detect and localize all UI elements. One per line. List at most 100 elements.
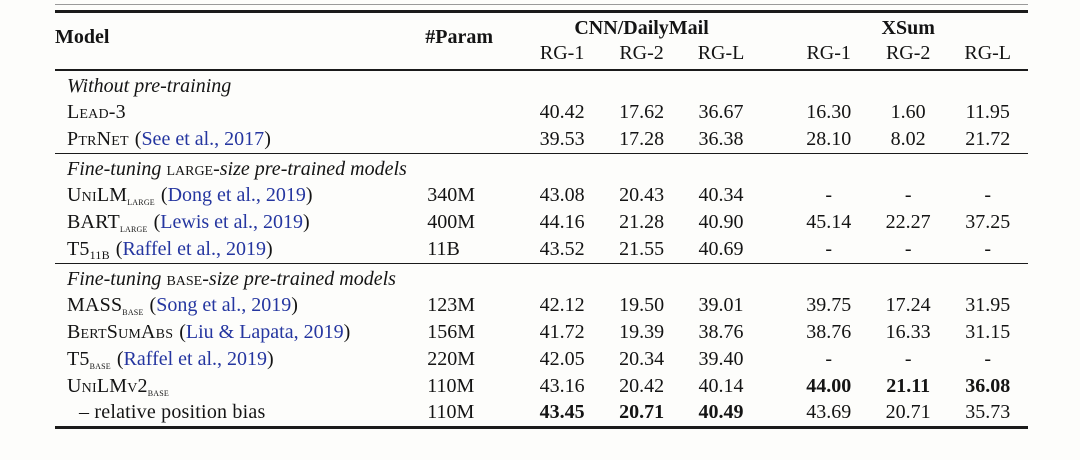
score-cell-best: 20.71 — [619, 401, 665, 424]
section-label: Fine-tuning large-size pre-trained model… — [67, 157, 407, 180]
section-label: Fine-tuning base-size pre-trained models — [67, 267, 396, 290]
score-cell: 43.08 — [539, 184, 585, 206]
score-cell: 40.34 — [698, 184, 744, 206]
model-name: BART — [67, 211, 120, 233]
score-cell: 19.39 — [619, 321, 665, 343]
model-size-subscript: large — [127, 194, 155, 208]
score-cell: 19.50 — [619, 294, 665, 316]
score-cell: 39.53 — [539, 127, 585, 150]
table-row-unilm-large: UniLMlarge (Dong et al., 2019) 340M 43.08… — [55, 182, 1028, 209]
param-cell: 400M — [427, 211, 476, 233]
score-cell: 42.05 — [539, 348, 585, 370]
score-cell: 22.27 — [885, 211, 931, 233]
score-cell: - — [825, 184, 833, 206]
model-name: UniLM — [67, 184, 128, 206]
score-cell: - — [984, 348, 992, 370]
param-cell: 110M — [427, 401, 475, 424]
group-header-xsum: XSum — [881, 17, 935, 39]
metric-header-cnn-rg2: RG-2 — [602, 40, 681, 71]
score-cell: 20.43 — [619, 184, 665, 206]
score-cell: 43.16 — [539, 375, 585, 397]
table-row-lead3: Lead-3 40.42 17.62 36.67 16.30 1.60 11.9… — [55, 99, 1028, 126]
param-cell: 220M — [427, 348, 476, 370]
model-name: MASS — [67, 294, 123, 316]
metric-header-xsum-rg1: RG-1 — [788, 40, 869, 71]
score-cell: 21.28 — [619, 211, 665, 233]
score-cell: 40.42 — [539, 101, 585, 123]
citation-link[interactable]: Dong et al., 2019 — [167, 184, 306, 206]
score-cell: 35.73 — [965, 401, 1011, 424]
param-cell: 110M — [427, 375, 475, 397]
score-cell: 20.34 — [619, 348, 665, 370]
score-cell: 44.16 — [539, 211, 585, 233]
score-cell: 39.75 — [806, 294, 852, 316]
score-cell: 41.72 — [539, 321, 585, 343]
column-header-param: #Param — [425, 13, 522, 71]
section-header-base-models: Fine-tuning base-size pre-trained models — [55, 262, 1028, 292]
score-cell: 36.67 — [698, 101, 744, 123]
score-cell: - — [984, 184, 992, 206]
citation-link[interactable]: Song et al., 2019 — [156, 294, 292, 316]
score-cell-best: 43.45 — [539, 401, 585, 424]
table-row-t5-base: T5base (Raffel et al., 2019) 220M 42.05 2… — [55, 346, 1028, 373]
score-cell: 37.25 — [965, 211, 1011, 233]
param-cell: 11B — [427, 237, 460, 260]
score-cell: - — [904, 237, 912, 260]
model-name: UniLMv2 — [67, 375, 148, 397]
model-name: T5 — [67, 237, 90, 260]
score-cell: 38.76 — [806, 321, 852, 343]
score-cell: 16.33 — [885, 321, 931, 343]
table-header: Model #Param CNN/DailyMail XSum RG-1 RG-… — [55, 13, 1028, 71]
table-row-mass-base: MASSbase (Song et al., 2019) 123M 42.12 1… — [55, 292, 1028, 319]
score-cell-best: 36.08 — [965, 375, 1011, 397]
metric-header-xsum-rgl: RG-L — [947, 40, 1028, 71]
metric-header-cnn-rgl: RG-L — [680, 40, 762, 71]
score-cell: 16.30 — [806, 101, 852, 123]
metric-header-row: RG-1 RG-2 RG-L RG-1 RG-2 RG-L — [55, 40, 1028, 71]
param-cell: 340M — [427, 184, 476, 206]
model-name: Lead-3 — [67, 101, 126, 123]
group-gap — [761, 13, 789, 71]
score-cell-best: 44.00 — [806, 375, 852, 397]
citation-link[interactable]: Raffel et al., 2019 — [123, 348, 268, 370]
table-row-bart-large: BARTlarge (Lewis et al., 2019) 400M 44.16… — [55, 209, 1028, 236]
model-name: PtrNet — [67, 127, 129, 150]
top-heavy-rule — [55, 10, 1028, 13]
score-cell: 40.69 — [698, 237, 744, 260]
model-size-subscript: 11B — [89, 247, 110, 262]
column-header-model: Model — [55, 13, 426, 71]
score-cell: - — [904, 348, 912, 370]
score-cell: 31.95 — [965, 294, 1011, 316]
citation-link[interactable]: Raffel et al., 2019 — [122, 237, 266, 260]
model-size-subscript: base — [122, 304, 144, 318]
model-name: – relative position bias — [79, 401, 266, 424]
param-cell: 156M — [427, 321, 476, 343]
score-cell: - — [825, 348, 833, 370]
score-cell: - — [904, 184, 912, 206]
citation-link[interactable]: Liu & Lapata, 2019 — [185, 321, 344, 343]
score-cell: 11.95 — [965, 101, 1010, 123]
score-cell: 40.14 — [698, 375, 744, 397]
group-header-row: Model #Param CNN/DailyMail XSum — [55, 13, 1028, 71]
score-cell: 40.90 — [698, 211, 744, 233]
score-cell: 39.40 — [698, 348, 744, 370]
model-size-subscript: base — [147, 385, 169, 399]
score-cell: 17.62 — [619, 101, 665, 123]
table-row-bertsumabs: BertSumAbs (Liu & Lapata, 2019) 156M 41.7… — [55, 319, 1028, 346]
score-cell-best: 40.49 — [698, 401, 744, 424]
score-cell: 17.28 — [619, 127, 665, 150]
results-table-wrap: Model #Param CNN/DailyMail XSum RG-1 RG-… — [55, 4, 1028, 429]
score-cell: 21.55 — [619, 237, 665, 260]
citation-link[interactable]: Lewis et al., 2019 — [160, 211, 304, 233]
score-cell: 38.76 — [698, 321, 744, 343]
param-cell: 123M — [427, 294, 476, 316]
model-size-subscript: base — [89, 358, 111, 372]
score-cell: 28.10 — [806, 127, 852, 150]
section-label: Without pre-training — [67, 75, 232, 97]
table-row-t5-11b: T511B (Raffel et al., 2019) 11B 43.52 21.… — [55, 236, 1028, 263]
score-cell: - — [825, 237, 833, 260]
model-name: T5 — [67, 348, 90, 370]
citation-link[interactable]: See et al., 2017 — [141, 127, 265, 150]
score-cell: 20.71 — [885, 401, 931, 424]
